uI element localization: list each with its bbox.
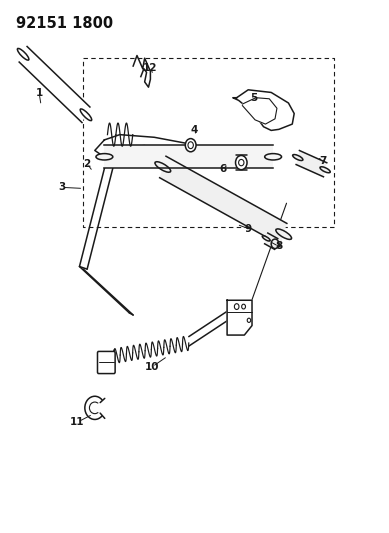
Ellipse shape [80,109,92,120]
Polygon shape [265,233,278,249]
Text: 12: 12 [143,63,158,72]
Polygon shape [19,46,90,123]
Polygon shape [242,98,277,124]
Polygon shape [104,145,273,168]
Ellipse shape [106,149,118,160]
Ellipse shape [272,241,280,247]
Polygon shape [159,156,287,245]
Ellipse shape [18,49,29,60]
Ellipse shape [320,167,330,173]
Ellipse shape [96,154,113,160]
Ellipse shape [276,229,292,239]
Ellipse shape [254,101,266,117]
Ellipse shape [89,402,100,414]
Ellipse shape [235,156,247,169]
Text: 11: 11 [70,417,85,427]
Text: 10: 10 [145,362,159,372]
Polygon shape [296,150,327,177]
Ellipse shape [265,154,282,160]
Ellipse shape [262,236,270,241]
Text: 9: 9 [245,223,252,233]
Text: 6: 6 [220,164,227,174]
Ellipse shape [188,142,193,149]
Ellipse shape [238,159,244,166]
Text: 7: 7 [319,156,327,166]
Text: 1: 1 [35,88,43,99]
Text: 3: 3 [59,182,66,192]
Text: 4: 4 [191,125,198,135]
Polygon shape [227,300,252,335]
Text: 92151 1800: 92151 1800 [16,16,113,31]
Ellipse shape [155,161,171,172]
Ellipse shape [293,155,303,160]
Ellipse shape [235,304,239,310]
Ellipse shape [247,318,251,322]
Text: 2: 2 [84,159,91,168]
FancyBboxPatch shape [98,351,115,374]
Ellipse shape [185,139,196,152]
Text: 5: 5 [250,93,258,103]
Ellipse shape [242,304,245,309]
Polygon shape [233,90,294,131]
Wedge shape [99,400,105,415]
Ellipse shape [85,396,105,419]
Ellipse shape [271,239,279,248]
Polygon shape [95,135,200,169]
Ellipse shape [132,146,153,160]
Text: 8: 8 [275,241,282,252]
